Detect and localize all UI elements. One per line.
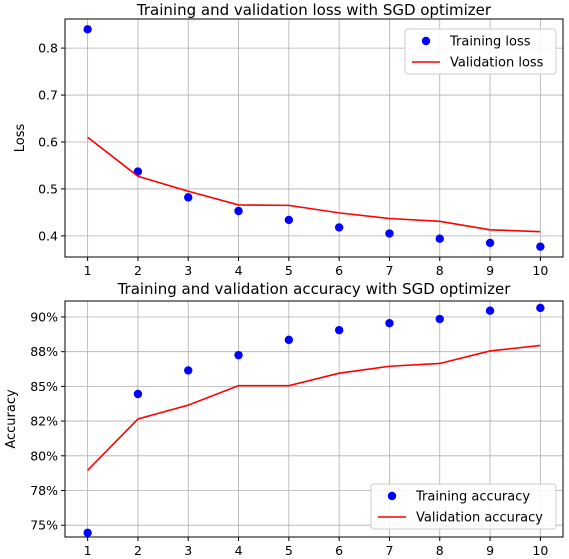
y-tick-label: 75% — [30, 518, 58, 533]
y-tick-label: 88% — [30, 344, 58, 359]
y-tick-label: 85% — [30, 379, 58, 394]
y-tick-label: 0.6 — [38, 134, 58, 149]
data-point — [234, 350, 243, 360]
x-tick-label: 9 — [486, 263, 494, 278]
x-tick-label: 4 — [235, 543, 243, 558]
y-axis-label: Accuracy — [4, 389, 19, 449]
x-tick-label: 5 — [285, 263, 293, 278]
legend-box — [370, 483, 557, 530]
data-point — [184, 193, 193, 202]
x-tick-label: 6 — [335, 543, 343, 558]
x-tick-label: 9 — [486, 543, 494, 558]
y-tick-label: 0.8 — [38, 41, 58, 56]
data-point — [284, 335, 294, 345]
data-point — [133, 389, 143, 399]
legend-label: Training accuracy — [415, 490, 530, 505]
y-tick-label: 80% — [30, 448, 58, 463]
x-tick-label: 1 — [84, 543, 92, 558]
data-point — [485, 306, 495, 315]
x-tick-label: 8 — [436, 263, 444, 278]
chart-panel-2: 1 2 3 4 5 6 7 8 9 10 75% 78% 80% 82% 85% 88% 90% Training… — [4, 280, 564, 558]
x-tick-label: 10 — [532, 543, 548, 558]
data-point — [184, 366, 193, 375]
data-point — [83, 528, 92, 538]
x-tick-label: 10 — [532, 263, 548, 278]
y-tick-label: 0.5 — [38, 181, 58, 196]
plot-frame — [64, 300, 564, 538]
data-point — [435, 314, 444, 324]
chart-panel-1: 1 2 3 4 5 6 7 8 9 10 0.4 0.5 0.6 0.7 0.8 Training and v… — [13, 1, 564, 278]
x-tick-label: 3 — [184, 543, 192, 558]
y-tick-label: 78% — [30, 483, 58, 498]
y-axis-label: Loss — [13, 124, 28, 153]
x-tick-label: 7 — [385, 263, 393, 278]
data-point — [385, 319, 394, 328]
legend-marker-swatch — [421, 36, 431, 46]
x-tick-label: 5 — [285, 543, 293, 558]
y-tick-label: 82% — [30, 414, 58, 429]
data-point — [83, 25, 92, 34]
data-point — [385, 229, 394, 238]
legend-label: Validation loss — [450, 56, 544, 71]
x-tick-label: 2 — [134, 263, 142, 278]
data-point — [435, 234, 444, 243]
series-line — [87, 344, 541, 471]
y-tick-label: 0.7 — [38, 88, 58, 103]
data-point — [536, 303, 545, 313]
x-tick-label: 7 — [385, 543, 393, 558]
chart-title: Training and validation accuracy with SG… — [117, 280, 512, 298]
data-point — [485, 238, 495, 248]
y-tick-label: 0.4 — [38, 228, 58, 243]
data-point — [234, 206, 243, 216]
x-tick-label: 1 — [84, 263, 92, 278]
plot-frame — [64, 18, 564, 258]
legend-box — [404, 28, 557, 75]
chart-title: Training and validation loss with SGD op… — [136, 1, 492, 19]
legend-label: Training loss — [449, 35, 531, 50]
legend-label: Validation accuracy — [416, 511, 543, 526]
x-tick-label: 3 — [184, 263, 192, 278]
x-tick-label: 8 — [436, 543, 444, 558]
y-tick-label: 90% — [30, 309, 58, 324]
x-tick-label: 2 — [134, 543, 142, 558]
series-line — [87, 136, 541, 233]
data-point — [334, 325, 344, 335]
legend-marker-swatch — [387, 491, 397, 501]
x-tick-label: 6 — [335, 263, 343, 278]
data-point — [334, 223, 344, 232]
x-tick-label: 4 — [235, 263, 243, 278]
data-point — [536, 242, 545, 251]
data-point — [284, 215, 294, 225]
